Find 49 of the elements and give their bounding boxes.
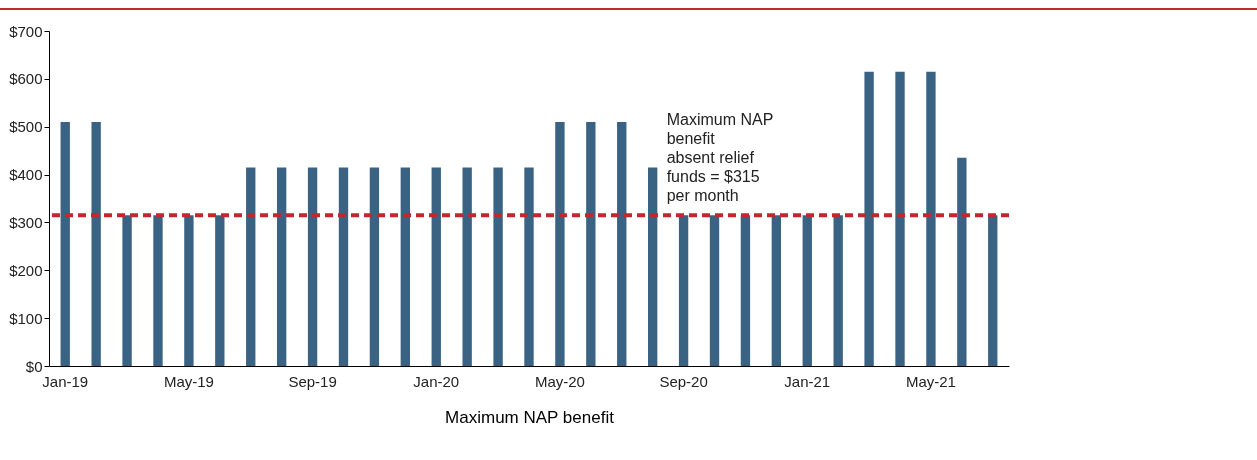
bar xyxy=(988,215,998,366)
x-axis-title: Maximum NAP benefit xyxy=(445,407,615,427)
bar xyxy=(740,215,751,366)
bar xyxy=(431,167,441,366)
bar xyxy=(246,167,256,366)
bar xyxy=(400,167,410,366)
bar xyxy=(122,215,132,366)
bar xyxy=(648,167,658,366)
bar xyxy=(184,215,194,366)
bar xyxy=(493,167,503,366)
bar xyxy=(802,215,812,366)
y-tick-label: $600 xyxy=(9,70,43,88)
bar xyxy=(215,215,225,366)
bar xyxy=(338,167,349,366)
x-tick-label: Sep-19 xyxy=(288,372,337,390)
bar xyxy=(276,167,287,366)
bar xyxy=(895,71,905,366)
bar xyxy=(926,71,936,366)
x-tick-label: Sep-20 xyxy=(659,372,708,390)
bar xyxy=(678,215,689,366)
ref-line-label: Maximum NAP benefit absent relief funds = $315 per month xyxy=(666,111,774,205)
bar xyxy=(771,215,782,366)
bar xyxy=(369,167,380,366)
x-tick-label: May-20 xyxy=(534,372,585,390)
bar xyxy=(91,121,101,366)
bar xyxy=(462,167,472,366)
y-tick-label: $400 xyxy=(9,166,43,184)
y-tick-label: $200 xyxy=(9,261,43,279)
x-tick-label: May-19 xyxy=(163,372,214,390)
bar xyxy=(833,215,843,366)
y-tick-label: $300 xyxy=(9,213,43,231)
bar xyxy=(709,215,720,366)
x-tick-label: Jan-19 xyxy=(42,372,89,390)
bar xyxy=(524,167,534,366)
y-tick-label: $100 xyxy=(9,309,43,327)
bar xyxy=(153,215,163,366)
x-tick-label: May-21 xyxy=(905,372,956,390)
y-tick-label: $0 xyxy=(25,357,43,375)
x-tick-label: Jan-20 xyxy=(413,372,460,390)
bar xyxy=(555,121,565,366)
x-tick-label: Jan-21 xyxy=(784,372,831,390)
bar xyxy=(957,157,967,366)
y-tick-label: $700 xyxy=(9,22,43,40)
bar xyxy=(307,167,318,366)
bar xyxy=(617,121,627,366)
bar xyxy=(586,121,596,366)
y-tick-label: $500 xyxy=(9,118,43,136)
bar xyxy=(60,121,70,366)
bar xyxy=(864,71,874,366)
